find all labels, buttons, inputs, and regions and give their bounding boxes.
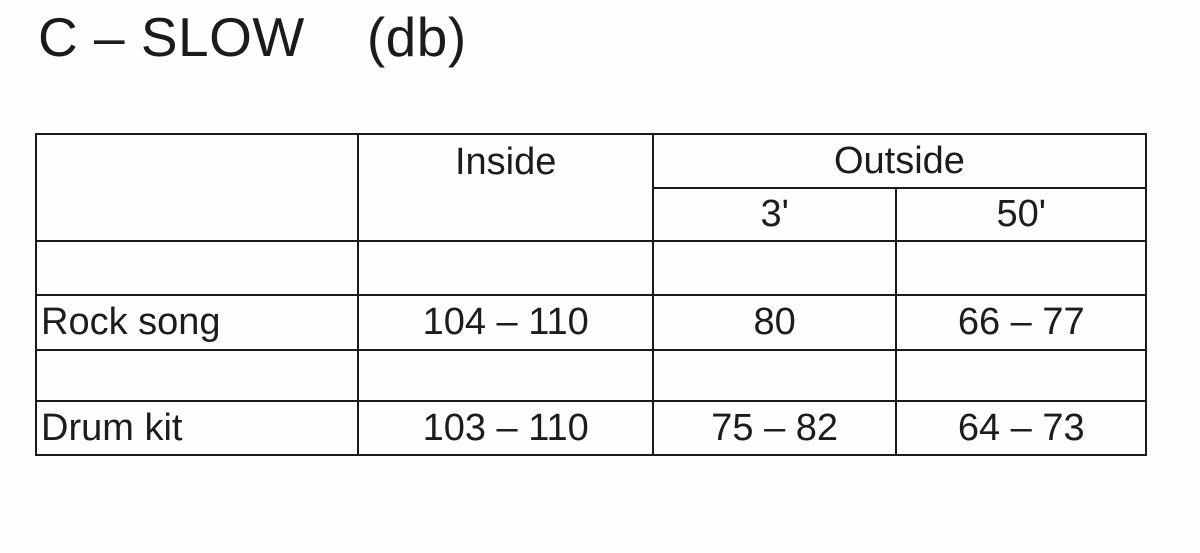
row-label-cell xyxy=(34,349,360,402)
outside-3ft-value-cell: 80 xyxy=(651,294,898,351)
title-unit: (db) xyxy=(366,6,467,68)
outside-3ft-value-cell xyxy=(651,349,898,402)
header-outside-cell: Outside xyxy=(651,133,1148,189)
page-title: C – SLOW (db) xyxy=(38,6,467,68)
inside-value-cell xyxy=(357,349,654,402)
table-row-drum-kit: Drum kit 103 – 110 75 – 82 64 – 73 xyxy=(34,400,1147,456)
inside-value-cell xyxy=(357,240,654,296)
table-row-spacer xyxy=(34,240,1147,296)
table-row-spacer xyxy=(34,349,1147,402)
outside-50ft-value-cell xyxy=(895,240,1147,296)
inside-value-cell: 104 – 110 xyxy=(357,294,654,351)
outside-3ft-value-cell xyxy=(651,240,898,296)
header-inside-cell: Inside xyxy=(357,133,654,242)
outside-50ft-value-cell xyxy=(895,349,1147,402)
header-corner-cell xyxy=(34,133,360,242)
sound-level-table: Inside Outside 3' 50' Rock song 104 – 11… xyxy=(34,133,1148,456)
outside-3ft-value-cell: 75 – 82 xyxy=(651,400,898,456)
row-label-cell xyxy=(34,240,360,296)
title-text: C – SLOW xyxy=(38,6,305,68)
inside-value-cell: 103 – 110 xyxy=(357,400,654,456)
header-3ft-cell: 3' xyxy=(651,187,898,242)
row-label-cell: Drum kit xyxy=(34,400,360,456)
header-row-sub: 3' 50' xyxy=(36,187,1147,242)
outside-50ft-value-cell: 64 – 73 xyxy=(895,400,1147,456)
table-row-rock-song: Rock song 104 – 110 80 66 – 77 xyxy=(34,294,1147,351)
header-row-top: Inside Outside xyxy=(34,133,1148,242)
header-50ft-cell: 50' xyxy=(895,187,1147,242)
row-label-cell: Rock song xyxy=(34,294,360,351)
outside-50ft-value-cell: 66 – 77 xyxy=(895,294,1147,351)
